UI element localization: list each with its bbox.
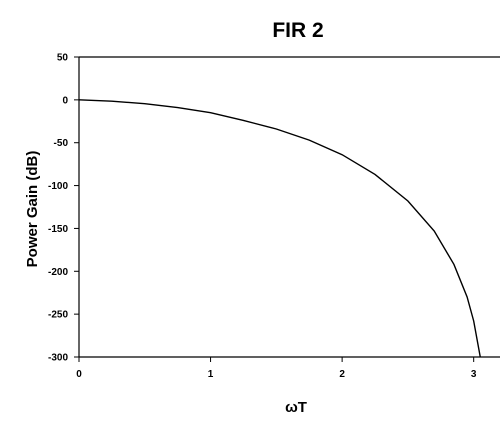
y-tick-label: -300 — [48, 353, 68, 364]
series-point — [276, 128, 277, 129]
series-point — [480, 356, 481, 357]
chart-title: FIR 2 — [272, 19, 323, 42]
x-tick-label: 1 — [208, 369, 214, 380]
axes — [78, 56, 500, 358]
series-point — [467, 296, 468, 297]
series-point — [407, 200, 408, 201]
series-point — [342, 154, 343, 155]
y-tick-label: -50 — [54, 138, 69, 149]
x-tick-label: 3 — [471, 369, 477, 380]
series-point — [374, 174, 375, 175]
y-tick-label: -250 — [48, 310, 68, 321]
series-point — [177, 107, 178, 108]
y-tick-label: -200 — [48, 267, 68, 278]
series-point — [78, 99, 79, 100]
x-axis-label: ωT — [285, 399, 307, 416]
series-point — [473, 320, 474, 321]
series-point — [434, 230, 435, 231]
series-line-0 — [78, 99, 481, 358]
series-point — [309, 140, 310, 141]
y-axis-label: Power Gain (dB) — [24, 151, 41, 268]
series-point — [210, 112, 211, 113]
x-tick-label: 2 — [339, 369, 345, 380]
series-point — [111, 101, 112, 102]
ticks: 50 0 -50 -100 -150 -200 -250 -300 0 1 2 3 — [48, 53, 477, 381]
y-tick-label: -100 — [48, 181, 68, 192]
y-tick-label: 50 — [57, 53, 69, 64]
series — [78, 99, 481, 358]
x-tick-label: 0 — [76, 369, 82, 380]
series-point — [144, 103, 145, 104]
series-point — [453, 264, 454, 265]
y-tick-label: -150 — [48, 224, 68, 235]
y-tick-label: 0 — [62, 95, 68, 106]
series-point — [243, 120, 244, 121]
